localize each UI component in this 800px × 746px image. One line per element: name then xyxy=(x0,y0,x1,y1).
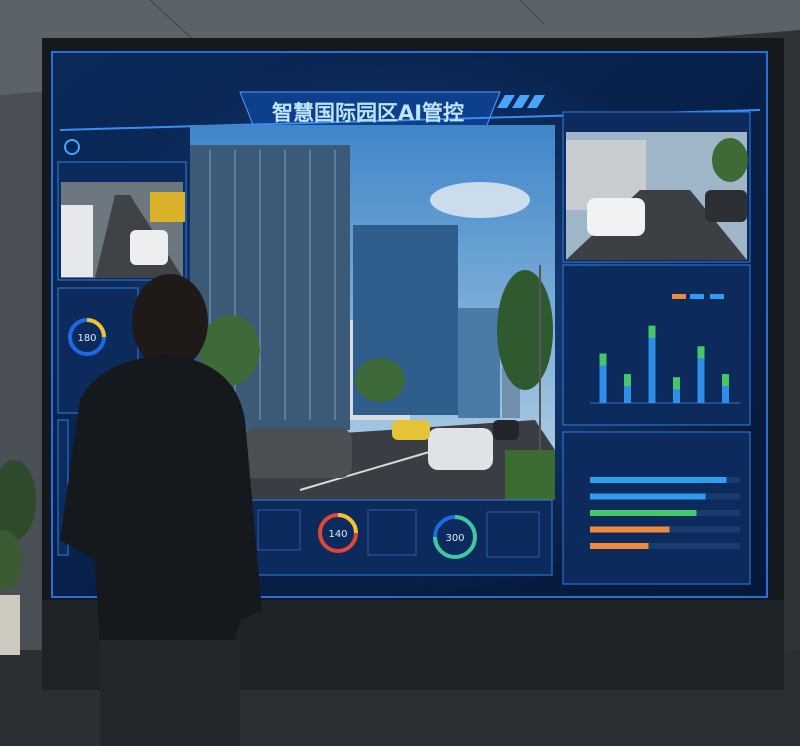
bar xyxy=(624,374,631,403)
gauge-arc xyxy=(337,513,358,534)
plant xyxy=(0,460,36,655)
gauge-label: 140 xyxy=(328,529,347,540)
bar xyxy=(697,346,705,403)
gauge-arc xyxy=(433,515,477,559)
legend-swatch xyxy=(710,294,724,299)
logo xyxy=(64,139,80,155)
traffic-panel xyxy=(562,264,751,426)
bar-cap xyxy=(648,325,656,338)
bar xyxy=(590,477,727,483)
bar-cap xyxy=(673,377,680,390)
gauge-label: 300 xyxy=(445,533,464,544)
dashboard-title: 智慧国际园区AI管控 xyxy=(272,101,464,125)
bar xyxy=(590,526,670,533)
bar xyxy=(590,493,706,500)
legend-swatch xyxy=(690,294,704,299)
bottom-panel xyxy=(249,499,553,576)
bar xyxy=(673,377,680,403)
bar xyxy=(648,325,656,403)
gauge-label: 180 xyxy=(77,333,96,344)
bar-track xyxy=(590,543,740,549)
bar xyxy=(722,374,729,403)
gauge-arc xyxy=(86,318,106,338)
bottom-boxes xyxy=(257,509,540,558)
ranking-panel xyxy=(562,431,751,585)
bar xyxy=(599,353,607,403)
bar-cap xyxy=(624,374,631,387)
person xyxy=(60,274,262,746)
traffic-bars xyxy=(599,325,729,403)
ranking-bars xyxy=(590,477,740,549)
legend-swatch xyxy=(672,294,686,299)
left-camera xyxy=(61,182,185,278)
city-view xyxy=(190,125,555,500)
bar-cap xyxy=(722,374,729,387)
bar-cap xyxy=(697,346,705,359)
ceiling-seam xyxy=(519,0,546,26)
bar xyxy=(590,510,697,516)
right-camera xyxy=(566,132,748,260)
bar xyxy=(590,543,649,549)
bar-cap xyxy=(599,353,607,366)
